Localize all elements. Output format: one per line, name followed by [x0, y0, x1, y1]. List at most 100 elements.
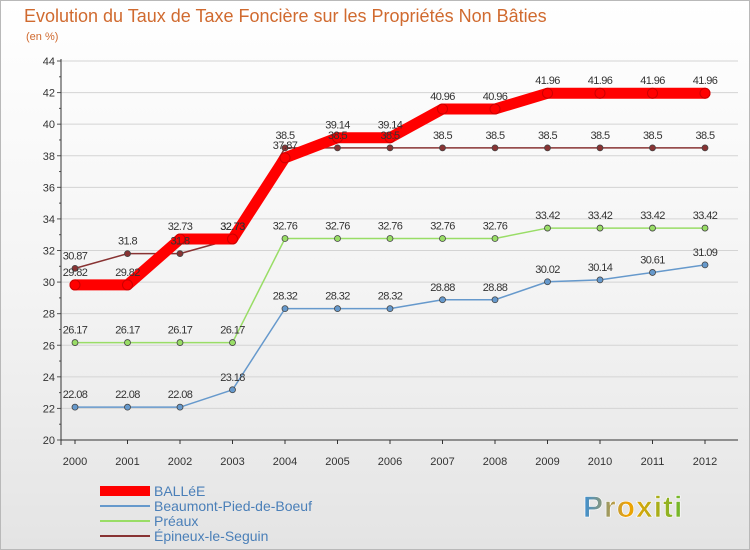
data-point — [491, 296, 499, 304]
data-point — [701, 224, 709, 232]
x-tick-label: 2005 — [325, 456, 349, 468]
x-tick-label: 2002 — [168, 456, 192, 468]
data-point — [176, 250, 184, 258]
data-label: 30.61 — [640, 254, 665, 266]
data-point — [71, 339, 79, 346]
data-point — [176, 339, 184, 346]
data-point — [491, 144, 499, 152]
chart-subtitle: (en %) — [26, 31, 58, 43]
x-tick-label: 2012 — [693, 456, 717, 468]
data-point — [281, 144, 289, 152]
x-tick-label: 2010 — [588, 456, 612, 468]
data-point — [124, 250, 131, 258]
chart-title: Evolution du Taux de Taxe Foncière sur l… — [24, 6, 547, 26]
data-label: 38.5 — [538, 130, 557, 142]
x-tick-label: 2007 — [430, 456, 454, 468]
data-label: 32.76 — [325, 220, 350, 232]
data-label: 29.82 — [63, 267, 88, 279]
data-point — [439, 144, 446, 152]
data-point — [124, 403, 131, 411]
data-point — [596, 144, 604, 152]
x-tick-label: 2011 — [641, 456, 665, 468]
data-label: 32.73 — [220, 221, 245, 233]
x-tick-label: 2000 — [63, 456, 87, 468]
data-label: 32.76 — [273, 220, 298, 232]
y-tick-label: 32 — [43, 246, 55, 258]
data-label: 26.17 — [115, 325, 140, 337]
data-label: 30.14 — [588, 262, 613, 274]
data-point — [227, 233, 238, 245]
legend-label: Préaux — [154, 513, 198, 529]
y-tick-label: 42 — [43, 88, 55, 100]
data-point — [544, 278, 551, 286]
y-tick-label: 28 — [43, 309, 55, 321]
data-label: 41.96 — [535, 75, 560, 87]
data-point — [386, 144, 394, 152]
data-point — [122, 279, 133, 291]
data-label: 32.76 — [378, 220, 403, 232]
y-tick-label: 20 — [43, 435, 55, 447]
x-tick-label: 2004 — [273, 456, 297, 468]
data-point — [699, 87, 711, 99]
data-label: 23.18 — [220, 372, 245, 384]
data-point — [124, 339, 131, 346]
data-point — [439, 296, 446, 304]
data-point — [229, 386, 236, 394]
data-point — [647, 87, 658, 99]
data-point — [596, 224, 604, 232]
data-label: 30.87 — [63, 250, 88, 262]
data-point — [544, 224, 551, 232]
data-label: 31.09 — [693, 247, 718, 259]
data-point — [71, 264, 79, 272]
data-label: 38.5 — [275, 130, 294, 142]
data-point — [594, 87, 606, 99]
data-label: 38.5 — [485, 130, 504, 142]
data-label: 37.87 — [273, 140, 298, 152]
data-point — [176, 403, 184, 411]
data-label: 26.17 — [220, 325, 245, 337]
data-label: 39.14 — [378, 120, 403, 132]
y-tick-label: 24 — [43, 372, 55, 384]
data-point — [649, 269, 656, 276]
data-label: 28.88 — [483, 282, 508, 294]
data-point — [386, 305, 394, 313]
data-label: 38.5 — [380, 130, 399, 142]
data-point — [649, 144, 656, 152]
y-tick-label: 26 — [43, 340, 55, 352]
data-point — [334, 144, 341, 152]
data-point — [334, 305, 341, 313]
x-tick-label: 2008 — [483, 456, 507, 468]
data-label: 29.82 — [115, 267, 140, 279]
data-label: 32.73 — [220, 221, 245, 233]
data-point — [71, 403, 79, 411]
data-point — [281, 235, 289, 242]
data-label: 31.8 — [170, 236, 189, 248]
data-label: 26.17 — [168, 325, 193, 337]
y-tick-label: 40 — [43, 119, 55, 131]
data-label: 22.08 — [168, 389, 193, 401]
data-label: 33.42 — [588, 210, 613, 222]
x-tick-label: 2001 — [115, 456, 139, 468]
data-label: 28.32 — [325, 291, 350, 303]
plot-area: 20 22 24 26 28 30 32 34 36 38 40 42 44 2000 2001 2002 20… — [43, 56, 738, 468]
legend-label: Beaumont-Pied-de-Boeuf — [154, 498, 312, 514]
data-point — [281, 305, 289, 313]
data-label: 28.32 — [378, 291, 403, 303]
data-label: 41.96 — [640, 75, 665, 87]
data-label: 39.14 — [325, 120, 350, 132]
data-point — [542, 87, 553, 99]
data-label: 33.42 — [640, 210, 665, 222]
data-label: 40.96 — [483, 91, 508, 103]
data-point — [491, 235, 499, 242]
data-label: 40.96 — [430, 91, 455, 103]
data-label: 41.96 — [588, 75, 613, 87]
y-tick-label: 34 — [43, 214, 55, 226]
data-label: 38.5 — [643, 130, 662, 142]
y-tick-label: 30 — [43, 277, 55, 289]
data-label: 38.5 — [695, 130, 714, 142]
data-label: 31.8 — [118, 236, 137, 248]
data-point — [701, 144, 709, 152]
data-point — [701, 261, 709, 269]
x-tick-label: 2009 — [535, 456, 559, 468]
